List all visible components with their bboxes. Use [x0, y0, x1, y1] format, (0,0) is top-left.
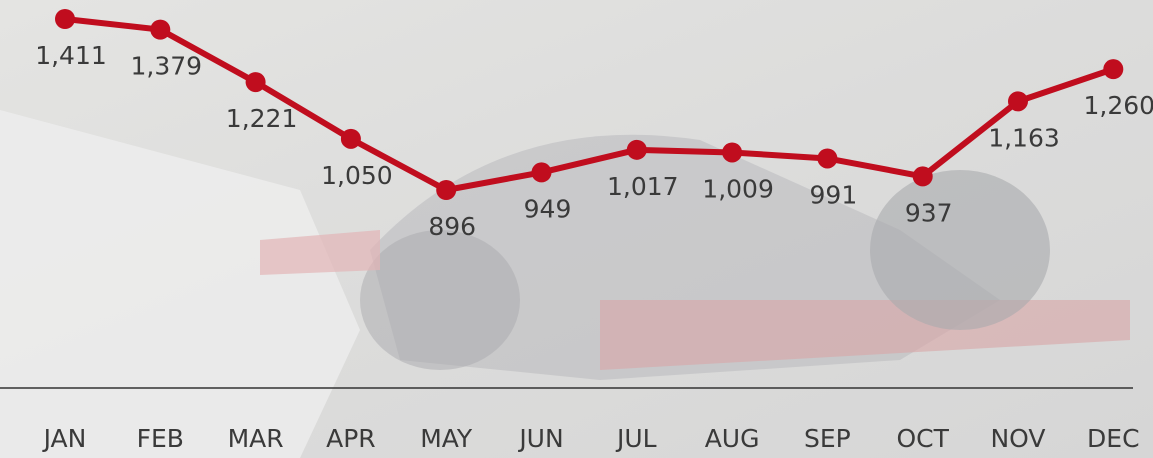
x-tick-label: MAR [228, 424, 284, 453]
x-tick-label: FEB [137, 424, 184, 453]
value-label: 1,050 [321, 161, 393, 190]
point [531, 162, 552, 183]
x-tick-label: JUN [517, 424, 563, 453]
point [626, 139, 647, 160]
value-label: 1,009 [702, 174, 774, 203]
x-tick-label: DEC [1087, 424, 1140, 453]
point [1008, 91, 1028, 112]
point [436, 180, 457, 200]
x-tick-label: AUG [705, 424, 760, 453]
x-tick-label: OCT [896, 424, 949, 453]
value-label: 1,163 [988, 123, 1060, 152]
x-tick-label: JAN [42, 424, 87, 453]
value-label: 949 [524, 194, 572, 223]
point [722, 142, 743, 163]
value-label: 991 [810, 180, 858, 209]
point [55, 9, 75, 29]
point [817, 148, 838, 169]
x-tick-label: APR [326, 424, 376, 453]
value-label: 1,260 [1084, 91, 1153, 120]
x-tick-label: MAY [420, 424, 473, 453]
value-label: 1,017 [607, 172, 679, 201]
value-label: 1,379 [131, 52, 203, 81]
point [150, 19, 171, 40]
point [245, 72, 266, 93]
x-tick-label: SEP [804, 424, 851, 453]
point [340, 128, 361, 149]
x-tick-label: JUL [615, 424, 657, 453]
value-label: 896 [428, 212, 476, 241]
line [64, 16, 1115, 193]
value-label: 1,411 [35, 41, 107, 70]
x-tick-label: NOV [990, 424, 1045, 453]
value-label: 937 [905, 198, 953, 227]
point [912, 166, 933, 187]
point [1103, 59, 1124, 80]
value-label: 1,221 [226, 104, 298, 133]
